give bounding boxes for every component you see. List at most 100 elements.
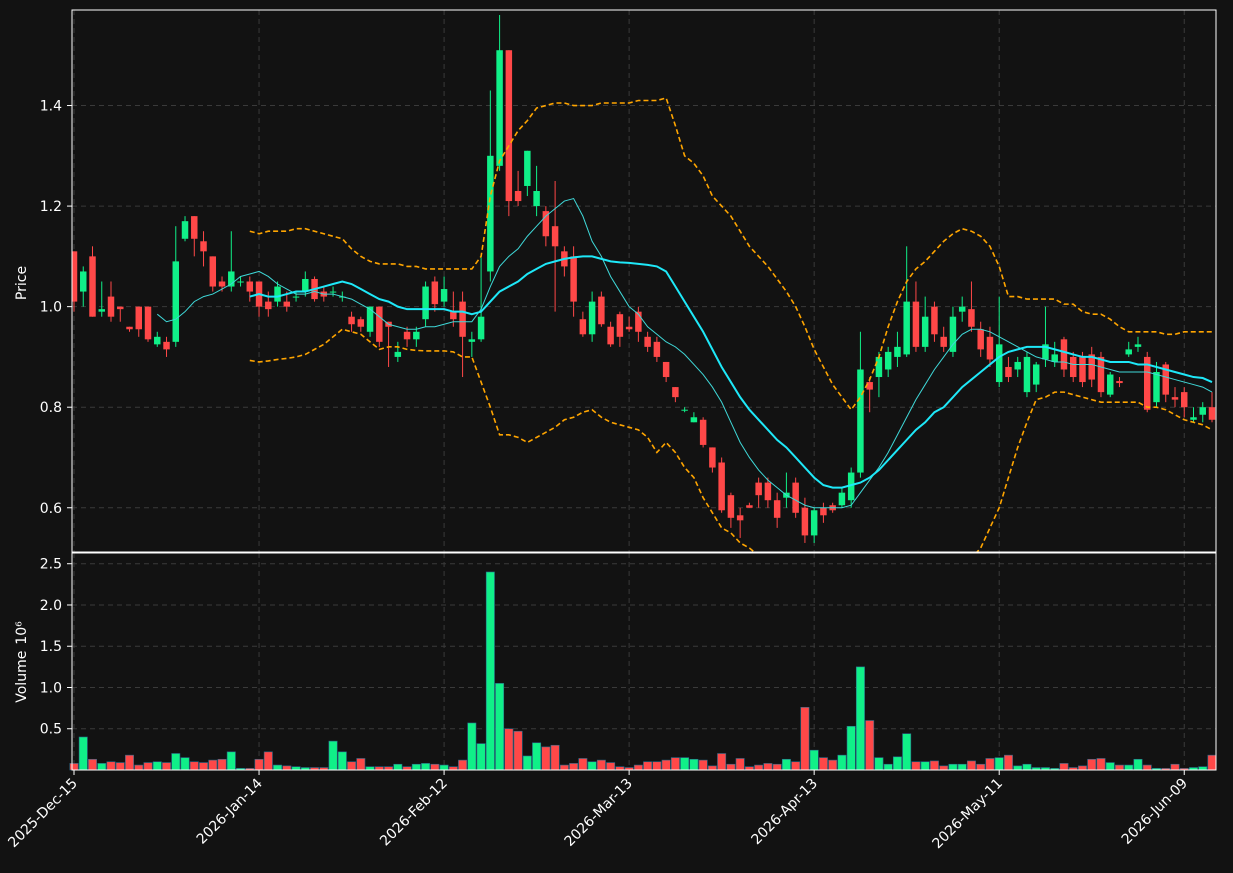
volume-bar	[559, 764, 569, 771]
candle-body	[699, 419, 707, 445]
line-series	[156, 197, 1213, 509]
volume-bar	[1142, 764, 1152, 771]
volume-bar	[680, 757, 690, 771]
candle-body	[459, 301, 466, 337]
volume-bar	[735, 758, 745, 771]
candle-body	[1079, 356, 1086, 383]
volume-bar	[189, 761, 199, 771]
volume-bar	[800, 706, 810, 771]
volume-bar	[199, 762, 208, 771]
volume-bar	[892, 756, 902, 771]
volume-bar	[411, 763, 421, 771]
candle-body	[866, 382, 873, 390]
candle-body	[579, 319, 587, 335]
candle-body	[357, 319, 365, 327]
candle-body	[1060, 339, 1068, 370]
volume-bar	[180, 757, 190, 771]
candle-body	[144, 306, 152, 340]
candle-body	[1023, 356, 1031, 393]
candle-body	[283, 301, 291, 307]
volume-bar	[522, 755, 532, 771]
volume-bar	[226, 751, 236, 771]
volume-bar	[328, 740, 338, 771]
candle-body	[107, 296, 115, 317]
volume-bar	[587, 761, 597, 771]
candle-body	[394, 351, 402, 357]
candle-body	[810, 510, 818, 536]
candle-body	[1125, 349, 1132, 355]
volume-bar	[513, 730, 523, 771]
volume-bar	[1013, 765, 1023, 771]
volume-bar	[661, 759, 671, 771]
candle-body	[736, 515, 744, 521]
candle-body	[403, 331, 411, 340]
volume-panel	[69, 571, 1217, 771]
volume-bar	[476, 743, 486, 771]
candle-body	[440, 289, 448, 302]
volume-bar	[430, 763, 440, 771]
volume-bar	[88, 758, 97, 771]
candle-body	[598, 296, 605, 325]
volume-bar	[356, 758, 366, 771]
volume-bar	[152, 761, 162, 771]
volume-bar	[689, 758, 699, 771]
candle-body	[209, 256, 217, 287]
candle-body	[644, 336, 651, 347]
volume-bar	[467, 722, 477, 771]
candle-body	[958, 306, 966, 312]
candle-body	[292, 296, 300, 298]
volume-bar	[273, 764, 283, 771]
volume-bar	[902, 733, 912, 771]
y-tick-label: 1.5	[40, 639, 62, 655]
candle-body	[1190, 417, 1197, 420]
y-tick-label: 2.5	[40, 557, 62, 573]
candle-body	[727, 495, 735, 518]
candle-body	[616, 314, 624, 337]
volume-bar	[846, 725, 856, 771]
volume-bar	[78, 736, 88, 771]
candle-body	[126, 326, 133, 330]
volume-bar	[208, 759, 218, 771]
y-tick-label: 2.0	[40, 598, 62, 614]
volume-bar	[855, 666, 865, 771]
volume-bar	[1170, 763, 1180, 771]
volume-bar	[1124, 764, 1134, 771]
candle-body	[755, 482, 762, 496]
volume-bar	[1115, 764, 1124, 771]
volume-bar	[337, 751, 347, 771]
volume-bar	[97, 763, 107, 771]
volume-bar	[421, 763, 431, 771]
candle-body	[931, 306, 938, 335]
volume-bar	[772, 763, 782, 771]
line-series	[249, 97, 1212, 412]
candle-body	[551, 226, 559, 247]
candle-body	[820, 507, 827, 516]
y-axis-label: Price	[14, 266, 30, 300]
volume-bar	[254, 758, 264, 771]
volume-bar	[541, 746, 551, 771]
candle-body	[690, 417, 698, 423]
volume-bar	[115, 762, 125, 771]
candle-body	[1134, 344, 1142, 347]
candle-body	[709, 447, 716, 468]
volume-bar	[125, 754, 134, 771]
candle-body	[746, 505, 753, 508]
volume-bar	[606, 762, 616, 771]
candle-body	[274, 286, 281, 302]
candle-body	[246, 281, 254, 292]
y-tick-label: 1.2	[40, 199, 62, 215]
candle-body	[912, 301, 920, 347]
volume-bar	[1096, 758, 1106, 771]
candle-body	[348, 316, 355, 325]
volume-bar	[957, 763, 967, 771]
volume-bar	[633, 764, 643, 771]
candle-body	[1199, 407, 1206, 415]
candle-body	[986, 336, 994, 360]
volume-bar	[263, 751, 273, 771]
candle-body	[154, 336, 161, 345]
volume-bar	[578, 758, 588, 771]
candle-body	[1088, 354, 1095, 380]
candle-body	[450, 311, 457, 320]
